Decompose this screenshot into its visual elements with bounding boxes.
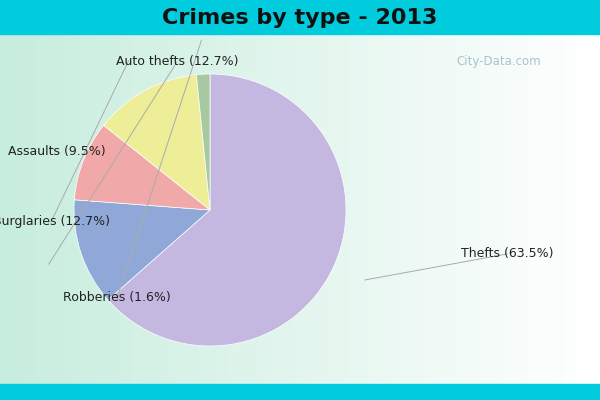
Text: Thefts (63.5%): Thefts (63.5%)	[461, 248, 553, 260]
Wedge shape	[74, 125, 210, 210]
Text: Burglaries (12.7%): Burglaries (12.7%)	[0, 216, 110, 228]
Text: Crimes by type - 2013: Crimes by type - 2013	[163, 8, 437, 28]
Wedge shape	[196, 74, 210, 210]
Text: City-Data.com: City-Data.com	[456, 56, 541, 68]
Wedge shape	[104, 75, 210, 210]
Text: Assaults (9.5%): Assaults (9.5%)	[8, 146, 106, 158]
Text: Auto thefts (12.7%): Auto thefts (12.7%)	[116, 56, 238, 68]
Wedge shape	[108, 74, 346, 346]
Text: Robberies (1.6%): Robberies (1.6%)	[63, 292, 171, 304]
Wedge shape	[74, 200, 210, 300]
